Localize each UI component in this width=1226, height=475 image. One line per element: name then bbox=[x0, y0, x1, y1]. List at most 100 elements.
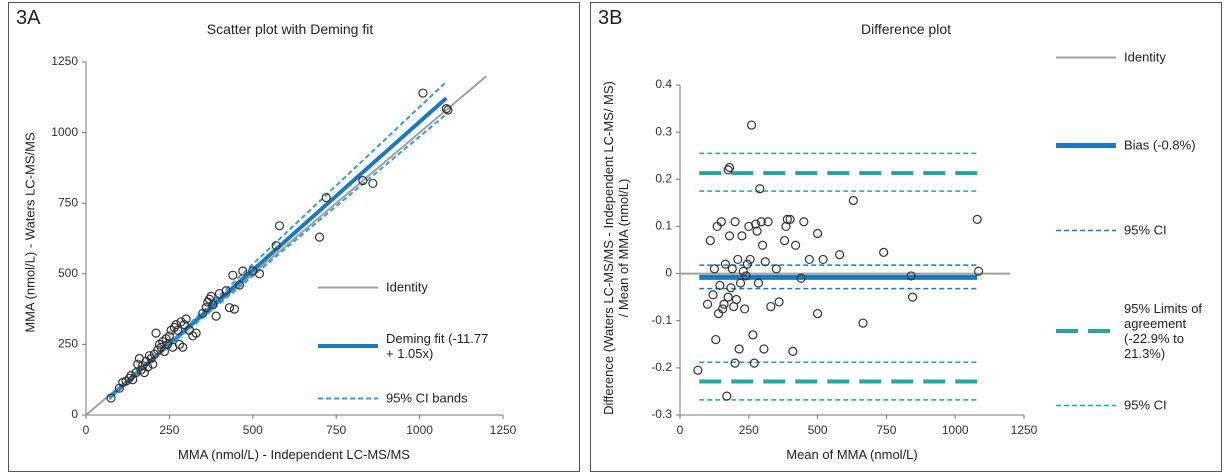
y-tick-label: 750 bbox=[58, 195, 78, 209]
data-point bbox=[271, 240, 281, 251]
panel-label: 3B bbox=[598, 7, 623, 29]
data-point bbox=[358, 176, 368, 186]
data-point bbox=[907, 292, 918, 302]
data-point bbox=[781, 221, 791, 232]
x-tick-label: 500 bbox=[243, 423, 263, 437]
data-point bbox=[206, 291, 216, 301]
y-axis-label: MMA (nmol/L) - Waters LC-MS/MS bbox=[22, 131, 38, 333]
data-point bbox=[771, 264, 781, 274]
data-point bbox=[274, 221, 285, 231]
data-point bbox=[443, 105, 453, 115]
x-tick-label: 1250 bbox=[490, 423, 517, 437]
legend-swatch bbox=[1056, 142, 1116, 148]
data-point bbox=[191, 328, 201, 338]
x-tick-label: 250 bbox=[159, 423, 179, 437]
data-point bbox=[148, 359, 158, 369]
data-point bbox=[234, 280, 245, 290]
y-tick-label: 0.3 bbox=[655, 124, 672, 138]
data-point bbox=[711, 334, 721, 345]
data-point bbox=[972, 214, 982, 224]
data-point bbox=[238, 266, 248, 276]
legend-swatch bbox=[318, 397, 378, 399]
legend-label: 95% CI bands bbox=[386, 390, 468, 406]
data-point bbox=[763, 217, 773, 227]
data-point bbox=[730, 358, 740, 368]
data-point bbox=[254, 269, 265, 279]
data-point bbox=[788, 346, 798, 356]
data-point bbox=[812, 309, 823, 319]
legend-label: Bias (-0.8%) bbox=[1124, 137, 1196, 153]
legend-swatch bbox=[1056, 404, 1116, 406]
chart-title: Scatter plot with Deming fit bbox=[206, 21, 374, 37]
x-tick-label: 1250 bbox=[1011, 423, 1038, 437]
data-point bbox=[757, 240, 768, 250]
data-point bbox=[106, 393, 116, 403]
data-point bbox=[796, 273, 806, 283]
data-point bbox=[211, 311, 221, 321]
y-tick-label: 0.2 bbox=[655, 171, 672, 185]
legend-entry: Identity bbox=[318, 280, 491, 295]
data-point bbox=[723, 292, 733, 302]
data-point bbox=[705, 235, 715, 246]
data-point bbox=[741, 271, 751, 281]
data-point bbox=[173, 325, 183, 335]
data-point bbox=[737, 231, 747, 241]
x-tick-label: 250 bbox=[739, 423, 759, 437]
x-axis-label: MMA (nmol/L) - Independent LC-MS/MS bbox=[178, 447, 410, 462]
data-point bbox=[858, 318, 868, 328]
data-point bbox=[314, 232, 325, 242]
data-point bbox=[818, 254, 828, 265]
data-point bbox=[730, 217, 740, 227]
data-point bbox=[719, 299, 729, 309]
data-point bbox=[708, 290, 718, 300]
x-axis-label: Mean of MMA (nmol/L) bbox=[786, 447, 918, 462]
data-point bbox=[906, 271, 916, 281]
panel-border bbox=[590, 2, 1222, 472]
legend-label: Deming fit (-11.77 + 1.05x) bbox=[386, 331, 489, 361]
data-point bbox=[799, 217, 809, 227]
data-point bbox=[746, 120, 757, 130]
y-tick-label: 0.4 bbox=[655, 77, 672, 91]
data-point bbox=[848, 195, 858, 206]
y-tick-label: 0.1 bbox=[655, 219, 672, 233]
y-tick-label: 1250 bbox=[51, 54, 78, 68]
data-point bbox=[163, 339, 173, 349]
data-point bbox=[126, 370, 136, 381]
y-tick-label: 500 bbox=[58, 266, 78, 280]
data-point bbox=[716, 217, 726, 227]
data-point bbox=[753, 278, 764, 288]
x-tick-label: 0 bbox=[677, 423, 684, 437]
legend-swatch bbox=[1056, 329, 1116, 333]
y-tick-label: -0.1 bbox=[651, 313, 672, 327]
x-tick-label: 1000 bbox=[406, 423, 433, 437]
y-tick-label: -0.3 bbox=[651, 407, 672, 421]
data-point bbox=[178, 342, 188, 352]
data-point bbox=[321, 192, 331, 203]
data-point bbox=[143, 362, 153, 372]
series-line bbox=[108, 81, 447, 401]
data-point bbox=[733, 254, 743, 265]
data-point bbox=[748, 330, 758, 340]
legend-label: Identity bbox=[386, 279, 428, 295]
data-point bbox=[785, 214, 795, 224]
data-point bbox=[724, 231, 735, 241]
data-point bbox=[774, 297, 784, 307]
legend-swatch bbox=[318, 344, 378, 348]
x-tick-label: 750 bbox=[876, 423, 896, 437]
data-point bbox=[715, 280, 725, 290]
data-point bbox=[835, 250, 845, 260]
legend-label: 95% CI bbox=[1124, 222, 1167, 238]
series-line bbox=[699, 171, 978, 384]
legend-entry: 95% CI bbox=[1056, 223, 1219, 238]
x-tick-label: 1000 bbox=[942, 423, 969, 437]
data-point bbox=[759, 344, 769, 354]
data-point bbox=[749, 358, 759, 368]
data-point bbox=[709, 264, 720, 274]
data-point bbox=[782, 214, 792, 224]
data-point bbox=[724, 162, 735, 173]
data-point bbox=[804, 254, 814, 265]
x-tick-label: 750 bbox=[326, 423, 346, 437]
data-point bbox=[752, 226, 762, 236]
data-point bbox=[151, 328, 161, 338]
